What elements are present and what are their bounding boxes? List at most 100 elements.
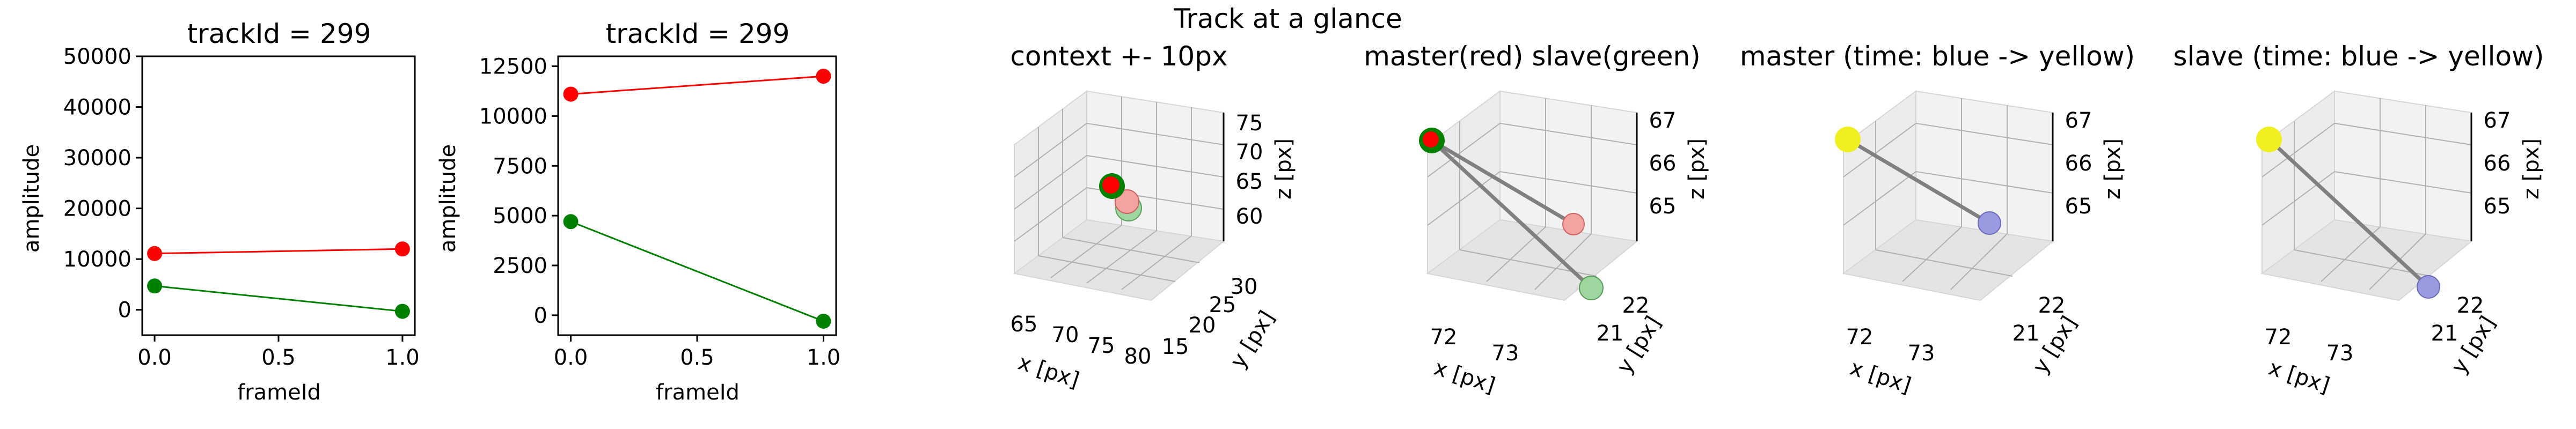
ms-master-frame-0 xyxy=(1423,131,1439,147)
panel-1-xtick-label: 0.0 xyxy=(137,345,172,370)
panel-1-series-0-line xyxy=(155,248,402,255)
ms-ztick-65: 65 xyxy=(1649,194,1677,219)
ms-ytick-22: 22 xyxy=(1622,293,1650,318)
ms-zlabel: z [px] xyxy=(1685,138,1709,199)
panel-1-ytick-label: 10000 xyxy=(63,247,131,272)
panel-1-series-0-point xyxy=(394,241,410,257)
ms-xtick-72: 72 xyxy=(1430,325,1458,350)
panel-2-xlabel: frameId xyxy=(656,380,740,405)
master-slave-title: master(red) slave(green) xyxy=(1364,41,1701,72)
mt-grid xyxy=(1843,98,2053,290)
panel-2-series-1-point xyxy=(816,314,831,329)
mt-xtick-73: 73 xyxy=(1908,341,1935,366)
ms-ztick-66: 66 xyxy=(1649,151,1677,176)
context-xtick-70: 70 xyxy=(1052,323,1079,347)
context-title: context +- 10px xyxy=(1010,41,1227,72)
mt-ytick-22: 22 xyxy=(2038,293,2066,318)
panel-1-xtick-label: 1.0 xyxy=(385,345,420,370)
context-3d-panel: context +- 10px 75 70 65 60 xyxy=(1010,41,1296,393)
panel-1-ylabel: amplitude xyxy=(19,144,44,253)
panel-1-xlabel: frameId xyxy=(237,380,321,405)
panel-1-frame xyxy=(141,55,416,336)
panel-1-ytick-label: 50000 xyxy=(63,45,131,69)
panel-1-series-1-point xyxy=(147,278,163,294)
context-grid xyxy=(1014,97,1224,290)
ms-xlabel: x [px] xyxy=(1431,356,1498,398)
context-zlabel: z [px] xyxy=(1271,138,1296,199)
ms-slave-frame-1 xyxy=(1579,276,1604,300)
panel-2-series-1-point xyxy=(563,214,579,230)
context-ytick-20: 20 xyxy=(1189,313,1216,338)
panel-2-title: trackId = 299 xyxy=(606,18,790,49)
panel-2-ytick-label: 7500 xyxy=(493,154,547,179)
panel-1-xtick-label: 0.5 xyxy=(261,345,296,370)
panel-2-ytick-label: 12500 xyxy=(479,55,547,79)
st-xtick-72: 72 xyxy=(2265,325,2292,350)
slave-time-3d-panel: slave (time: blue -> yellow) 67 66 65 z … xyxy=(2174,41,2544,398)
panel-2-ytick-label: 5000 xyxy=(493,204,547,228)
st-ytick-22: 22 xyxy=(2457,293,2484,318)
context-ytick-15: 15 xyxy=(1162,335,1189,359)
mt-ztick-66: 66 xyxy=(2065,151,2092,176)
context-xtick-80: 80 xyxy=(1124,344,1152,369)
st-ztick-65: 65 xyxy=(2484,194,2511,219)
st-ytick-21: 21 xyxy=(2431,321,2458,346)
st-frame-1 xyxy=(2417,275,2440,299)
panel-2-xtick-label: 0.0 xyxy=(554,345,588,370)
st-ztick-66: 66 xyxy=(2484,151,2511,176)
panel-2-series-1-line xyxy=(570,220,824,322)
mt-xlabel: x [px] xyxy=(1847,356,1914,398)
panel-1-series-0-point xyxy=(147,246,163,261)
context-master-frame-1 xyxy=(1115,189,1139,214)
mt-zlabel: z [px] xyxy=(2101,138,2125,199)
st-ztick-67: 67 xyxy=(2484,108,2511,133)
context-xtick-65: 65 xyxy=(1011,312,1038,337)
context-xtick-75: 75 xyxy=(1088,334,1115,358)
panel-2-xtick-label: 1.0 xyxy=(807,345,841,370)
panel-1-series-1-line xyxy=(154,285,403,313)
panel-1-ytick-label: 30000 xyxy=(63,146,131,171)
mt-frame-0 xyxy=(1835,127,1861,152)
panel-2-ytick-label: 0 xyxy=(534,304,547,328)
master-slave-3d-panel: master(red) slave(green) 67 66 65 z [px]… xyxy=(1364,41,1709,398)
context-xlabel: x [px] xyxy=(1015,350,1082,393)
st-xlabel: x [px] xyxy=(2265,356,2332,398)
slave-time-title: slave (time: blue -> yellow) xyxy=(2174,41,2544,72)
panel-2-ylabel: amplitude xyxy=(436,144,460,253)
mt-track-line xyxy=(1847,137,1990,225)
master-time-title: master (time: blue -> yellow) xyxy=(1740,41,2135,72)
mt-ytick-21: 21 xyxy=(2012,321,2040,346)
st-frame-0 xyxy=(2256,127,2282,152)
panel-2-series-0-point xyxy=(563,86,579,102)
amplitude-panel-2: trackId = 299 frameId amplitude 0.0 0.5 1.… xyxy=(436,18,840,405)
panel-1-ytick-label: 40000 xyxy=(63,95,131,120)
amplitude-panel-1: trackId = 299 frameId amplitude 0.0 0.5 1.… xyxy=(19,18,420,405)
st-zlabel: z [px] xyxy=(2519,138,2544,199)
mt-xtick-72: 72 xyxy=(1846,325,1874,350)
mt-frame-1 xyxy=(1978,211,2001,235)
master-time-3d-panel: master (time: blue -> yellow) 67 66 65 z… xyxy=(1740,41,2135,398)
context-ztick-75: 75 xyxy=(1236,111,1263,136)
panel-1-title: trackId = 299 xyxy=(187,18,371,49)
panel-1-series-1-point xyxy=(394,304,410,319)
context-ytick-30: 30 xyxy=(1231,275,1258,299)
panel-2-ytick-label: 10000 xyxy=(479,104,547,129)
panel-2-series-0-line xyxy=(570,75,824,95)
st-track-line xyxy=(2267,138,2430,289)
panel-2-ytick-label: 2500 xyxy=(493,254,547,278)
ms-slave-track-line xyxy=(1430,139,1593,290)
ms-xtick-73: 73 xyxy=(1492,341,1519,366)
context-ztick-65: 65 xyxy=(1236,169,1263,194)
st-xtick-73: 73 xyxy=(2326,341,2354,366)
ms-ytick-21: 21 xyxy=(1597,321,1624,346)
panel-1-ytick-label: 0 xyxy=(118,298,131,323)
panel-1-ytick-label: 20000 xyxy=(63,197,131,221)
mt-ztick-67: 67 xyxy=(2065,108,2092,133)
panel-2-series-0-point xyxy=(816,69,831,84)
ms-ztick-67: 67 xyxy=(1649,108,1677,133)
mt-ztick-65: 65 xyxy=(2065,194,2092,219)
panel-2-xtick-label: 0.5 xyxy=(680,345,714,370)
st-grid xyxy=(2262,98,2472,290)
ms-master-track-line xyxy=(1431,138,1575,226)
